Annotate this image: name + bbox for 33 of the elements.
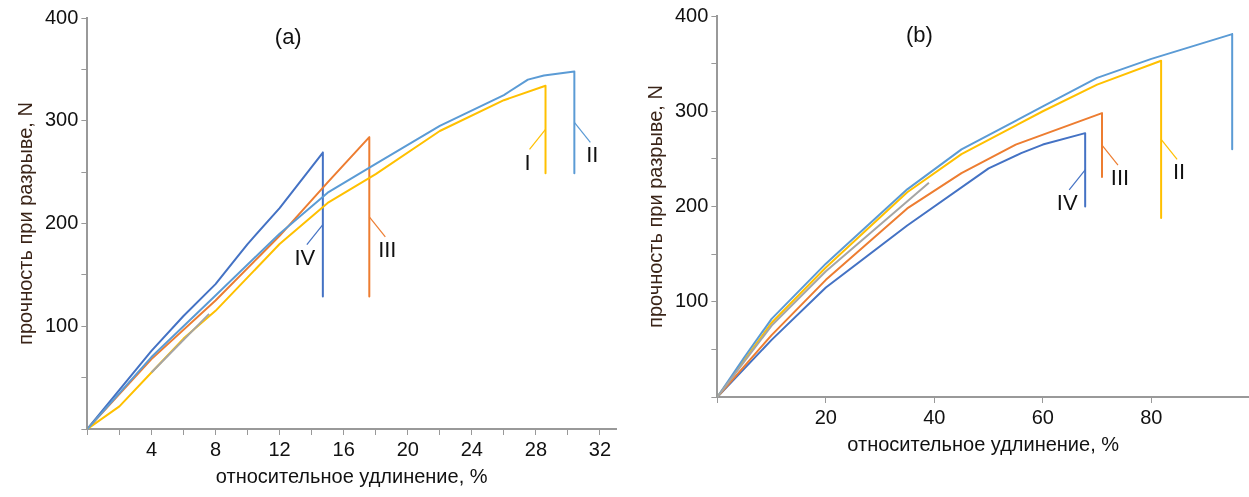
legend-label: III <box>1110 165 1130 191</box>
y-tick-label: 100 <box>44 313 79 336</box>
legend-label: II <box>1173 159 1186 185</box>
x-tick-label: 60 <box>1031 405 1054 428</box>
y-tick-label: 300 <box>674 98 709 121</box>
legend-label: II <box>586 142 599 168</box>
y-tick-label: 200 <box>44 211 79 234</box>
y-axis-title: прочность при разрыве, N <box>13 102 36 345</box>
y-tick-label: 200 <box>674 194 709 217</box>
legend-label: IV <box>1056 189 1078 215</box>
x-tick-label: 20 <box>814 405 837 428</box>
legend-label: IV <box>294 244 316 270</box>
legend-label: I <box>524 149 531 175</box>
x-tick-label: 12 <box>268 437 291 460</box>
x-tick-label: 4 <box>145 437 158 460</box>
y-tick-label: 300 <box>44 108 79 131</box>
chart-title: (b) <box>905 22 933 48</box>
x-tick-label: 8 <box>209 437 222 460</box>
y-tick-label: 100 <box>674 289 709 312</box>
x-axis-title: относительное удлинение, % <box>215 464 488 487</box>
x-tick-label: 80 <box>1140 405 1163 428</box>
x-tick-label: 40 <box>923 405 946 428</box>
x-tick-label: 24 <box>460 437 483 460</box>
y-tick-label: 400 <box>674 3 709 26</box>
chart-title: (a) <box>274 24 302 50</box>
y-axis-title: прочность при разрыве, N <box>643 85 666 328</box>
x-axis-title: относительное удлинение, % <box>847 432 1120 455</box>
y-tick-label: 400 <box>44 5 79 28</box>
x-tick-label: 16 <box>332 437 355 460</box>
x-tick-label: 32 <box>588 437 612 460</box>
x-tick-label: 20 <box>396 437 419 460</box>
legend-label: III <box>378 236 397 262</box>
x-tick-label: 28 <box>524 437 548 460</box>
